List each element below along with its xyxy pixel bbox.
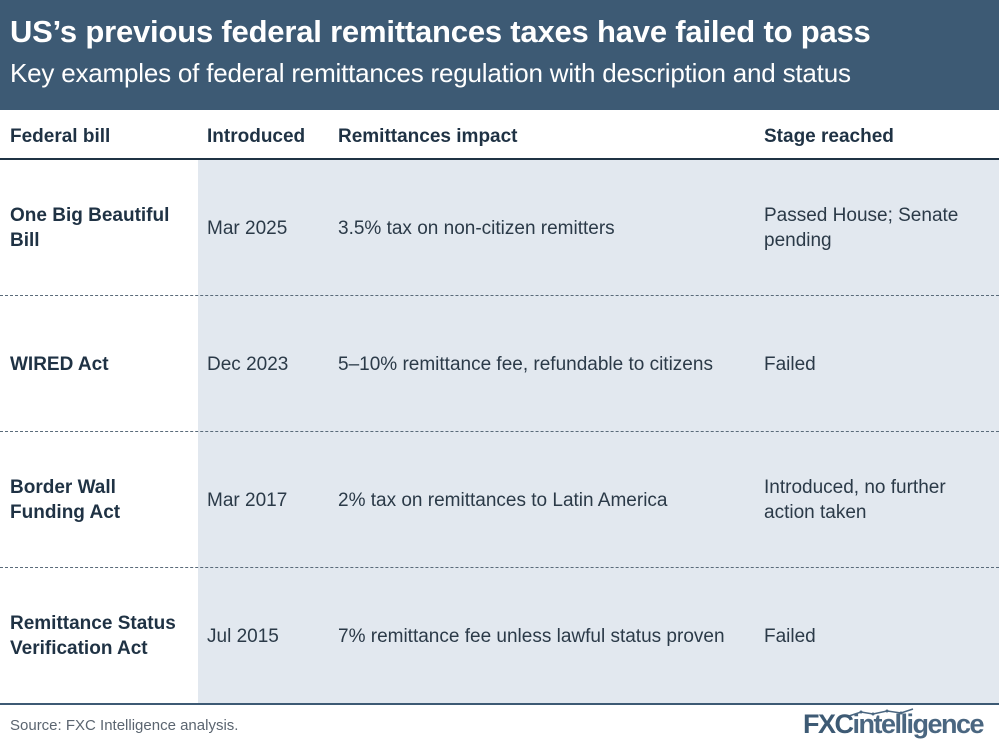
cell-remittances-impact: 2% tax on remittances to Latin America bbox=[338, 489, 668, 511]
cell-introduced: Mar 2017 bbox=[207, 489, 288, 511]
cell-stage-reached: Introduced, no further action taken bbox=[764, 477, 946, 523]
table-row: WIRED Act Dec 2023 5–10% remittance fee,… bbox=[0, 296, 999, 432]
logo-trend-line-icon bbox=[848, 708, 914, 717]
table-row: Remittance Status Verification Act Jul 2… bbox=[0, 568, 999, 704]
column-header-stage-reached: Stage reached bbox=[764, 126, 894, 147]
page-subtitle: Key examples of federal remittances regu… bbox=[10, 58, 851, 88]
table-bottom-border bbox=[0, 703, 999, 705]
cell-federal-bill: Border Wall Funding Act bbox=[10, 477, 121, 523]
source-note: Source: FXC Intelligence analysis. bbox=[10, 717, 239, 734]
table-row: Border Wall Funding Act Mar 2017 2% tax … bbox=[0, 432, 999, 568]
fxc-intelligence-logo: FXC intelligence bbox=[803, 705, 995, 743]
cell-federal-bill: WIRED Act bbox=[10, 353, 109, 375]
cell-stage-reached: Failed bbox=[764, 625, 816, 647]
cell-introduced: Mar 2025 bbox=[207, 217, 288, 239]
header-divider bbox=[0, 158, 999, 160]
row-divider bbox=[0, 431, 999, 432]
row-divider bbox=[0, 295, 999, 296]
cell-stage-reached: Failed bbox=[764, 353, 816, 375]
cell-federal-bill: One Big Beautiful Bill bbox=[10, 205, 170, 251]
logo-text-prefix: FXC bbox=[803, 708, 854, 739]
cell-remittances-impact: 3.5% tax on non-citizen remitters bbox=[338, 217, 615, 239]
page-title: US’s previous federal remittances taxes … bbox=[10, 14, 871, 49]
table-row: One Big Beautiful Bill Mar 2025 3.5% tax… bbox=[0, 160, 999, 296]
cell-introduced: Dec 2023 bbox=[207, 353, 289, 375]
cell-federal-bill: Remittance Status Verification Act bbox=[10, 613, 176, 659]
column-header-remittances-impact: Remittances impact bbox=[338, 126, 518, 147]
cell-remittances-impact: 5–10% remittance fee, refundable to citi… bbox=[338, 353, 713, 375]
header-banner: US’s previous federal remittances taxes … bbox=[0, 0, 999, 110]
column-header-federal-bill: Federal bill bbox=[10, 126, 111, 147]
cell-stage-reached: Passed House; Senate pending bbox=[764, 205, 959, 251]
column-header-introduced: Introduced bbox=[207, 126, 306, 147]
cell-remittances-impact: 7% remittance fee unless lawful status p… bbox=[338, 625, 725, 647]
row-divider bbox=[0, 567, 999, 568]
cell-introduced: Jul 2015 bbox=[207, 625, 279, 647]
